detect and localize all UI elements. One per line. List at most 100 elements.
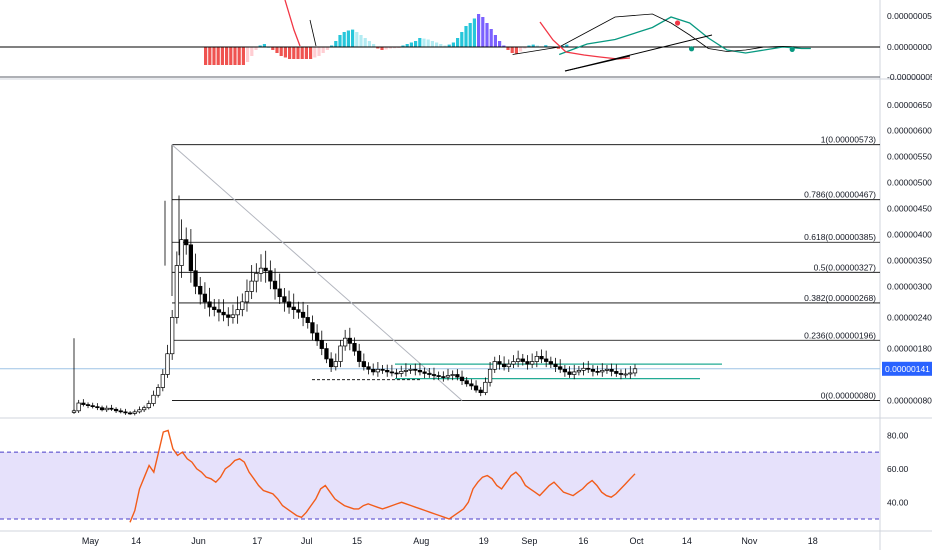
- candle[interactable]: [375, 362, 381, 377]
- candle[interactable]: [314, 324, 320, 346]
- candle[interactable]: [450, 370, 455, 381]
- candle[interactable]: [263, 250, 268, 283]
- candle[interactable]: [553, 357, 558, 372]
- candle[interactable]: [109, 404, 114, 411]
- candle[interactable]: [515, 350, 521, 368]
- candle[interactable]: [296, 301, 301, 319]
- candle[interactable]: [357, 343, 362, 368]
- candle[interactable]: [399, 365, 404, 377]
- candle[interactable]: [254, 263, 259, 293]
- candle[interactable]: [352, 337, 357, 356]
- candle[interactable]: [520, 353, 525, 366]
- candle[interactable]: [436, 371, 441, 380]
- candle[interactable]: [595, 365, 600, 376]
- candle[interactable]: [123, 408, 128, 415]
- candle[interactable]: [268, 260, 273, 290]
- candle[interactable]: [137, 406, 142, 414]
- candle[interactable]: [90, 402, 95, 409]
- candle[interactable]: [286, 290, 292, 314]
- time-axis[interactable]: May 14 Jun 17 Jul 15 Aug 19 Sep 16 Oct 14 Nov 18: [82, 536, 818, 546]
- candle[interactable]: [483, 377, 488, 396]
- candle[interactable]: [539, 349, 544, 364]
- candle[interactable]: [310, 315, 315, 341]
- candle[interactable]: [455, 369, 460, 381]
- candle[interactable]: [184, 227, 189, 255]
- candle[interactable]: [473, 380, 479, 393]
- candle[interactable]: [581, 362, 586, 376]
- candle[interactable]: [272, 268, 278, 300]
- candle[interactable]: [417, 363, 423, 376]
- candle[interactable]: [226, 307, 231, 327]
- candle[interactable]: [576, 366, 582, 376]
- macd-pane[interactable]: [0, 0, 880, 78]
- candle[interactable]: [156, 384, 161, 398]
- candle[interactable]: [501, 356, 507, 371]
- price-axis[interactable]: 0.00000005 0.00000000 -0.00000005 0.0000065…: [882, 11, 932, 507]
- candle[interactable]: [127, 411, 133, 415]
- candle[interactable]: [188, 229, 194, 283]
- candle[interactable]: [567, 366, 572, 378]
- candle[interactable]: [328, 352, 334, 372]
- candle[interactable]: [333, 353, 338, 371]
- candle[interactable]: [544, 350, 549, 368]
- candle[interactable]: [193, 253, 198, 295]
- candle[interactable]: [221, 299, 226, 322]
- candle[interactable]: [244, 279, 250, 312]
- candle[interactable]: [431, 367, 437, 381]
- candle[interactable]: [604, 364, 610, 374]
- candle[interactable]: [81, 399, 86, 407]
- candle[interactable]: [207, 287, 212, 317]
- candle[interactable]: [324, 342, 329, 364]
- candle[interactable]: [427, 367, 432, 378]
- candle[interactable]: [394, 368, 399, 379]
- candle[interactable]: [441, 371, 446, 382]
- candle[interactable]: [146, 400, 151, 410]
- candle[interactable]: [525, 355, 530, 370]
- candle[interactable]: [558, 359, 563, 373]
- candle[interactable]: [305, 304, 310, 329]
- candle[interactable]: [459, 370, 465, 386]
- candle[interactable]: [534, 351, 539, 368]
- rsi-pane[interactable]: [0, 429, 880, 523]
- candle[interactable]: [548, 356, 553, 369]
- candle[interactable]: [230, 304, 236, 324]
- candle[interactable]: [408, 364, 413, 374]
- price-pane[interactable]: 1(0.00000573) 0.786(0.00000467) 0.618(0.00…: [0, 135, 880, 416]
- candle[interactable]: [338, 340, 343, 368]
- candle[interactable]: [118, 408, 123, 414]
- candle[interactable]: [198, 276, 203, 305]
- candle[interactable]: [590, 364, 596, 377]
- candle[interactable]: [291, 293, 296, 319]
- candle[interactable]: [562, 364, 568, 377]
- candle[interactable]: [497, 355, 502, 370]
- candle[interactable]: [632, 364, 638, 377]
- candle[interactable]: [113, 407, 119, 413]
- candle[interactable]: [282, 287, 287, 312]
- candle[interactable]: [258, 254, 264, 282]
- candle[interactable]: [572, 364, 577, 380]
- candle[interactable]: [99, 405, 105, 412]
- candle[interactable]: [464, 377, 469, 387]
- candle[interactable]: [628, 366, 633, 379]
- candle[interactable]: [618, 369, 624, 380]
- candle[interactable]: [170, 309, 175, 360]
- candle[interactable]: [347, 327, 352, 351]
- candle[interactable]: [216, 299, 222, 322]
- candle[interactable]: [492, 356, 497, 373]
- candle[interactable]: [179, 219, 184, 278]
- candle[interactable]: [132, 409, 137, 416]
- candle[interactable]: [104, 405, 109, 413]
- candle[interactable]: [240, 293, 245, 317]
- candle[interactable]: [609, 363, 614, 377]
- candle[interactable]: [413, 363, 418, 376]
- candle[interactable]: [389, 364, 395, 377]
- candle[interactable]: [212, 298, 217, 317]
- candle[interactable]: [422, 367, 427, 379]
- candle[interactable]: [487, 362, 493, 387]
- candle[interactable]: [385, 364, 390, 377]
- candle[interactable]: [478, 386, 483, 397]
- candle[interactable]: [249, 265, 254, 300]
- candle[interactable]: [530, 353, 535, 369]
